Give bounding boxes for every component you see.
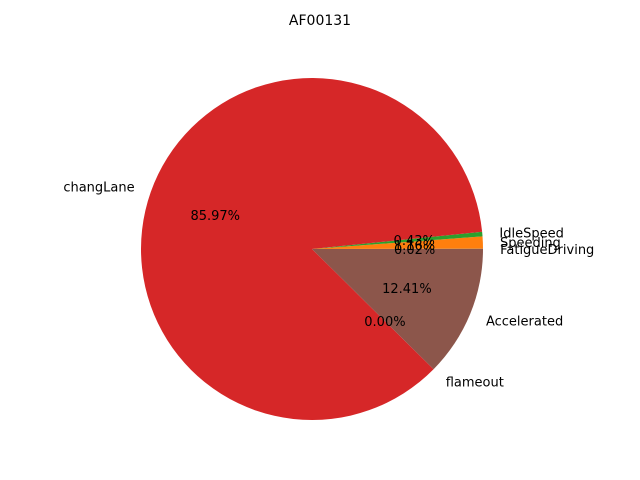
slice-accelerated <box>312 249 483 370</box>
slice-speeding <box>312 236 483 249</box>
pct-label-accelerated: 12.41% <box>382 282 432 297</box>
pct-label-chang-lane: 85.97% <box>190 209 240 224</box>
slice-chang-lane <box>141 77 483 420</box>
label-fatigue-driving: FatigueDriving <box>500 243 594 258</box>
pie-slices <box>141 77 483 420</box>
slice-flameout <box>312 249 434 370</box>
pie-labels: FatigueDriving 0.02% Speeding 1.16% IdleSpee… <box>63 180 594 390</box>
pct-label-idle-speed: 0.43% <box>394 234 435 249</box>
pct-label-fatigue-driving: 0.02% <box>394 243 435 258</box>
pct-label-flameout: 0.00% <box>364 315 405 330</box>
label-accelerated: Accelerated <box>486 314 563 329</box>
slice-idle-speed <box>312 231 483 249</box>
chart-title: AF00131 <box>289 13 351 29</box>
label-flameout: flameout <box>446 375 504 390</box>
pct-label-speeding: 1.16% <box>394 239 435 254</box>
label-idle-speed: IdleSpeed <box>499 227 563 242</box>
label-speeding: Speeding <box>500 236 561 251</box>
label-chang-lane: changLane <box>63 180 134 195</box>
